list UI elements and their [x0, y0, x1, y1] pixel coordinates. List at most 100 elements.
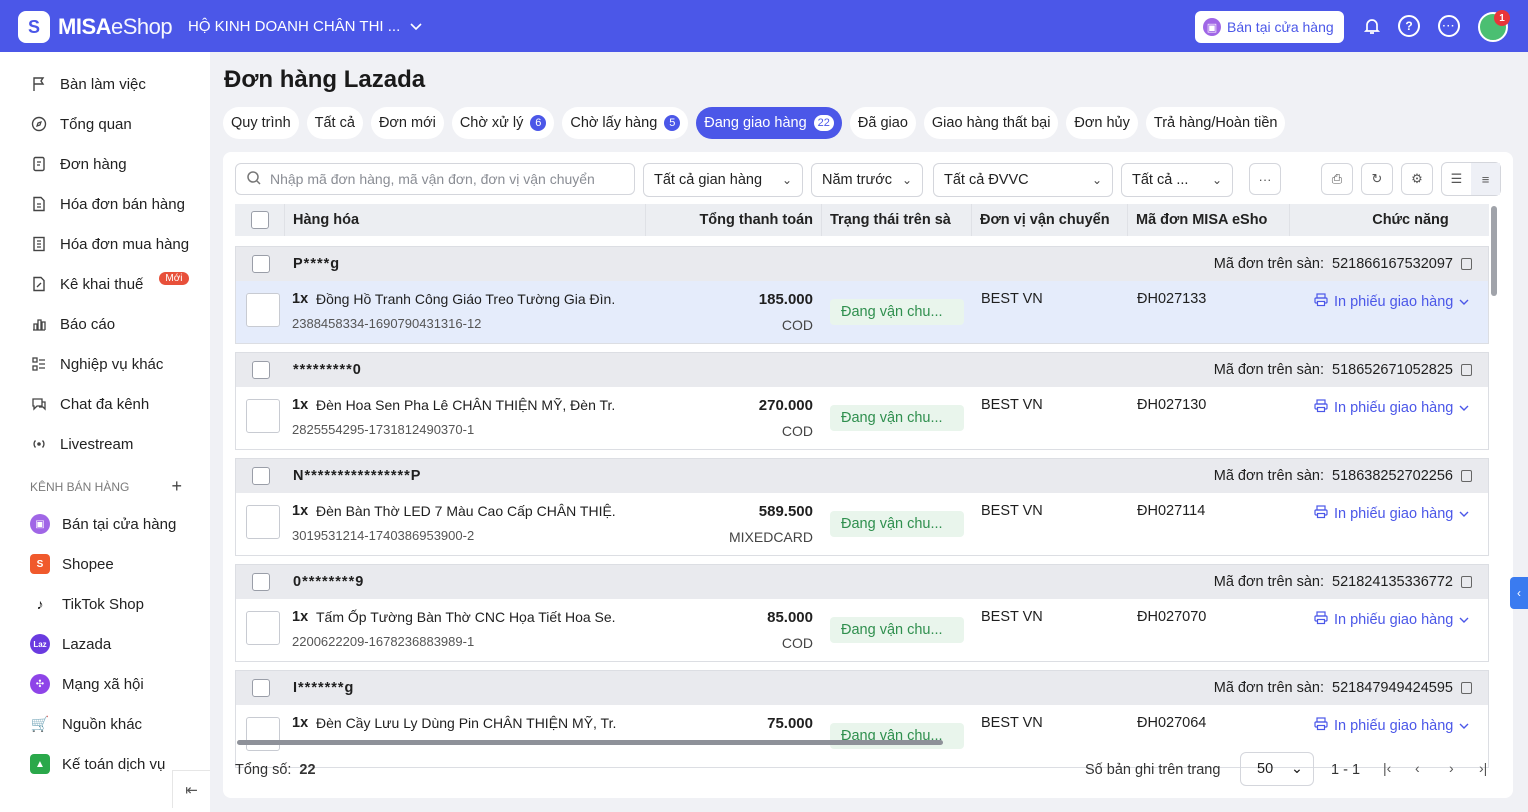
order-row[interactable]: 1x Đèn Bàn Thờ LED 7 Màu Cao Cấp CHÂN TH… [236, 493, 1488, 555]
search-input[interactable] [270, 171, 610, 187]
chevron-down-icon[interactable] [1459, 400, 1469, 416]
order-checkbox[interactable] [252, 467, 270, 485]
product-name[interactable]: Đèn Hoa Sen Pha Lê CHÂN THIỆN MỸ, Đèn Tr… [316, 397, 616, 413]
tab-shipping[interactable]: Đang giao hàng 22 [696, 107, 842, 139]
prev-page-icon[interactable]: ‹ [1415, 760, 1420, 776]
period-filter-dropdown[interactable]: Năm trước ⌄ [811, 163, 923, 197]
order-card[interactable]: N****************P Mã đơn trên sàn: 5186… [235, 458, 1489, 556]
print-delivery-button[interactable]: In phiếu giao hàng [1314, 399, 1469, 417]
shop-filter-dropdown[interactable]: Tất cả gian hàng ⌄ [643, 163, 803, 197]
misa-order-code[interactable]: ĐH027114 [1137, 503, 1206, 519]
add-channel-icon[interactable]: + [171, 476, 182, 496]
bell-icon[interactable] [1361, 15, 1383, 37]
order-card[interactable]: I*******g Mã đơn trên sàn: 5218479494245… [235, 670, 1489, 768]
tab-workflow[interactable]: Quy trình [223, 107, 299, 139]
order-row[interactable]: 1x Đồng Hồ Tranh Công Giáo Treo Tường Gi… [236, 281, 1488, 343]
copy-icon[interactable] [1461, 682, 1472, 694]
sidebar-item-reports[interactable]: Báo cáo [30, 312, 115, 336]
refresh-icon[interactable]: ↻ [1361, 163, 1393, 195]
order-checkbox[interactable] [252, 573, 270, 591]
channel-accounting[interactable]: ▲ Kế toán dịch vụ [30, 752, 165, 776]
tab-cancelled[interactable]: Đơn hủy [1066, 107, 1138, 139]
tab-awaiting-pickup[interactable]: Chờ lấy hàng 5 [562, 107, 689, 139]
carrier-filter-dropdown[interactable]: Tất cả ĐVVC ⌄ [933, 163, 1113, 197]
order-checkbox[interactable] [252, 255, 270, 273]
platform-code: Mã đơn trên sàn: 518638252702256 [1214, 468, 1472, 484]
misa-order-code[interactable]: ĐH027133 [1137, 291, 1207, 307]
order-card[interactable]: P****g Mã đơn trên sàn: 521866167532097 … [235, 246, 1489, 344]
next-page-icon[interactable]: › [1449, 760, 1454, 776]
vertical-scrollbar[interactable] [1491, 206, 1497, 296]
sidebar-item-overview[interactable]: Tổng quan [30, 112, 132, 136]
copy-icon[interactable] [1461, 258, 1472, 270]
chevron-down-icon[interactable] [1459, 294, 1469, 310]
other-filter-dropdown[interactable]: Tất cả ... ⌄ [1121, 163, 1233, 197]
tab-pending[interactable]: Chờ xử lý 6 [451, 107, 555, 139]
print-delivery-button[interactable]: In phiếu giao hàng [1314, 505, 1469, 523]
select-all-checkbox[interactable] [250, 211, 269, 229]
tab-all[interactable]: Tất cả [306, 107, 363, 139]
channel-social[interactable]: ✣ Mạng xã hội [30, 672, 144, 696]
tab-returns[interactable]: Trả hàng/Hoàn tiền [1145, 107, 1286, 139]
column-header[interactable]: Mã đơn MISA eSho [1128, 204, 1290, 236]
chevron-down-icon[interactable] [1459, 718, 1469, 734]
more-filters-button[interactable]: ··· [1249, 163, 1281, 195]
chevron-left-icon[interactable]: ‹ [1510, 577, 1528, 609]
misa-order-code[interactable]: ĐH027070 [1137, 609, 1207, 625]
help-icon[interactable]: ? [1398, 15, 1420, 37]
column-header[interactable]: Trạng thái trên sà [822, 204, 972, 236]
print-delivery-button[interactable]: In phiếu giao hàng [1314, 611, 1469, 629]
shop-selector[interactable]: HỘ KINH DOANH CHÂN THI ... [188, 18, 422, 35]
sidebar-item-tax[interactable]: Kê khai thuế Mới [30, 271, 189, 296]
sidebar-item-livestream[interactable]: Livestream [30, 432, 133, 456]
misa-order-code[interactable]: ĐH027064 [1137, 715, 1207, 731]
product-name[interactable]: Đèn Cầy Lưu Ly Dùng Pin CHÂN THIỆN MỸ, T… [316, 715, 616, 731]
chevron-down-icon[interactable] [1459, 506, 1469, 522]
sidebar-item-other-ops[interactable]: Nghiệp vụ khác [30, 352, 163, 376]
sidebar-item-purchase-invoice[interactable]: Hóa đơn mua hàng [30, 232, 189, 256]
product-name[interactable]: Đèn Bàn Thờ LED 7 Màu Cao Cấp CHÂN THIỆ.… [316, 503, 616, 519]
order-checkbox[interactable] [252, 361, 270, 379]
settings-icon[interactable]: ⚙ [1401, 163, 1433, 195]
last-page-icon[interactable]: ›| [1479, 760, 1488, 776]
sidebar-item-sales-invoice[interactable]: Hóa đơn bán hàng [30, 192, 185, 216]
column-header[interactable]: Đơn vị vận chuyển [972, 204, 1128, 236]
channel-lazada[interactable]: Laz Lazada [30, 632, 111, 656]
logo[interactable]: S MISAeShop [18, 11, 173, 43]
sidebar-item-chat[interactable]: Chat đa kênh [30, 392, 149, 416]
channel-store[interactable]: ▣ Bán tại cửa hàng [30, 512, 176, 536]
copy-icon[interactable] [1461, 576, 1472, 588]
misa-order-code[interactable]: ĐH027130 [1137, 397, 1207, 413]
channel-shopee[interactable]: S Shopee [30, 552, 114, 576]
sidebar-item-orders[interactable]: Đơn hàng [30, 152, 127, 176]
list-view-icon[interactable]: ≡ [1471, 163, 1500, 195]
order-checkbox[interactable] [252, 679, 270, 697]
print-delivery-button[interactable]: In phiếu giao hàng [1314, 717, 1469, 735]
print-delivery-button[interactable]: In phiếu giao hàng [1314, 293, 1469, 311]
copy-icon[interactable] [1461, 364, 1472, 376]
chevron-down-icon[interactable] [1459, 612, 1469, 628]
more-icon[interactable]: ··· [1438, 15, 1460, 37]
tab-new[interactable]: Đơn mới [370, 107, 444, 139]
collapse-sidebar-icon[interactable]: ⇤ [172, 770, 210, 808]
order-card[interactable]: *********0 Mã đơn trên sàn: 518652671052… [235, 352, 1489, 450]
channel-other[interactable]: 🛒 Nguồn khác [30, 712, 142, 736]
column-header[interactable]: Hàng hóa [285, 204, 646, 236]
order-row[interactable]: 1x Tấm Ốp Tường Bàn Thờ CNC Họa Tiết Hoa… [236, 599, 1488, 661]
first-page-icon[interactable]: |‹ [1383, 760, 1392, 776]
store-sale-button[interactable]: ▣ Bán tại cửa hàng [1195, 11, 1344, 43]
column-header[interactable]: Tổng thanh toán [646, 204, 822, 236]
order-row[interactable]: 1x Đèn Hoa Sen Pha Lê CHÂN THIỆN MỸ, Đèn… [236, 387, 1488, 449]
channel-tiktok[interactable]: ♪ TikTok Shop [30, 592, 144, 616]
order-card[interactable]: 0********9 Mã đơn trên sàn: 521824135336… [235, 564, 1489, 662]
per-page-select[interactable]: 50 ⌄ [1240, 752, 1314, 786]
tab-delivery-failed[interactable]: Giao hàng thất bại [923, 107, 1059, 139]
horizontal-scrollbar[interactable] [237, 740, 943, 745]
export-icon[interactable]: ⎙ [1321, 163, 1353, 195]
sidebar-item-workspace[interactable]: Bàn làm việc [30, 72, 146, 96]
product-name[interactable]: Đồng Hồ Tranh Công Giáo Treo Tường Gia Đ… [316, 291, 616, 307]
card-view-icon[interactable]: ☰ [1450, 171, 1463, 186]
copy-icon[interactable] [1461, 470, 1472, 482]
product-name[interactable]: Tấm Ốp Tường Bàn Thờ CNC Họa Tiết Hoa Se… [316, 609, 616, 625]
tab-delivered[interactable]: Đã giao [849, 107, 916, 139]
